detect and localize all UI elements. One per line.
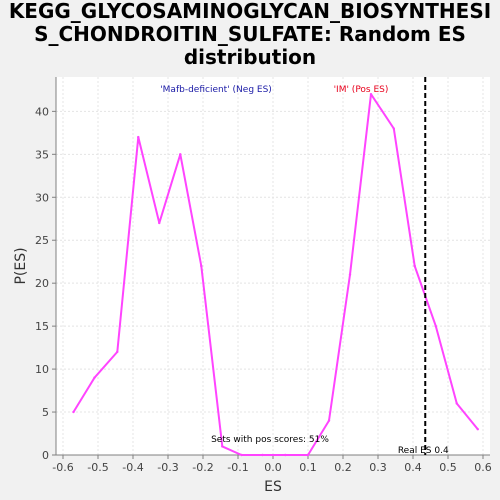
x-tick-label: -0.1 — [227, 461, 248, 474]
y-axis-label: P(ES) — [13, 247, 29, 284]
x-tick-label: 0.4 — [404, 461, 422, 474]
data-point — [476, 428, 479, 431]
data-point — [392, 127, 395, 130]
y-tick-label: 5 — [42, 406, 49, 419]
data-point — [306, 453, 310, 457]
pos-es-label: 'IM' (Pos ES) — [334, 85, 389, 95]
neg-es-label: 'Mafb-deficient' (Neg ES) — [160, 85, 272, 95]
chart-title-line-2: S_CHONDROITIN_SULFATE: Random ES — [34, 22, 466, 46]
series-layer — [72, 92, 479, 457]
data-point — [327, 419, 331, 422]
data-point — [221, 445, 224, 448]
x-tick-label: 0.1 — [299, 461, 317, 474]
series-line — [72, 93, 479, 456]
chart-title-line-3: distribution — [183, 45, 317, 69]
x-tick-label: -0.4 — [122, 461, 143, 474]
real-es-label: Real ES 0.4 — [398, 446, 449, 456]
x-tick-label: -0.5 — [87, 461, 108, 474]
data-point — [348, 273, 352, 276]
data-point — [413, 264, 416, 268]
y-tick-label: 10 — [35, 363, 49, 376]
axis-ticks — [52, 110, 484, 459]
data-point — [200, 264, 203, 268]
x-tick-label: -0.2 — [192, 461, 213, 474]
y-tick-label: 40 — [35, 105, 49, 118]
chart-title-line-1: KEGG_GLYCOSAMINOGLYCAN_BIOSYNTHESI — [8, 0, 492, 23]
axis-tick-labels: -0.6 -0.5 -0.4 -0.3 -0.2 -0.1 0.0 0.1 0.2 0.3 0.4 0… — [35, 105, 492, 474]
y-tick-label: 35 — [35, 148, 49, 161]
x-tick-label: 0.5 — [439, 461, 457, 474]
data-point — [116, 350, 119, 354]
data-point — [72, 410, 75, 414]
x-tick-label: 0.0 — [264, 461, 282, 474]
y-tick-label: 20 — [35, 277, 49, 290]
y-tick-label: 25 — [35, 234, 49, 247]
data-point — [93, 376, 96, 379]
data-point — [284, 453, 287, 457]
data-point — [434, 324, 437, 328]
data-point — [137, 135, 140, 139]
data-point — [179, 153, 182, 156]
x-tick-label: 0.6 — [474, 461, 492, 474]
y-tick-label: 15 — [35, 320, 49, 333]
x-tick-label: -0.6 — [52, 461, 73, 474]
x-tick-label: 0.2 — [334, 461, 352, 474]
data-point — [455, 402, 458, 405]
y-tick-label: 30 — [35, 191, 49, 204]
x-tick-label: -0.3 — [157, 461, 178, 474]
pos-scores-text: Sets with pos scores: 51% — [211, 435, 329, 445]
x-axis-label: ES — [264, 479, 282, 495]
data-point — [240, 453, 243, 457]
x-tick-label: 0.3 — [369, 461, 387, 474]
data-point — [158, 221, 161, 225]
data-point — [369, 92, 373, 96]
data-point — [261, 453, 264, 457]
chart-title: KEGG_GLYCOSAMINOGLYCAN_BIOSYNTHESI S_CHO… — [0, 0, 500, 69]
y-tick-label: 0 — [42, 449, 49, 462]
